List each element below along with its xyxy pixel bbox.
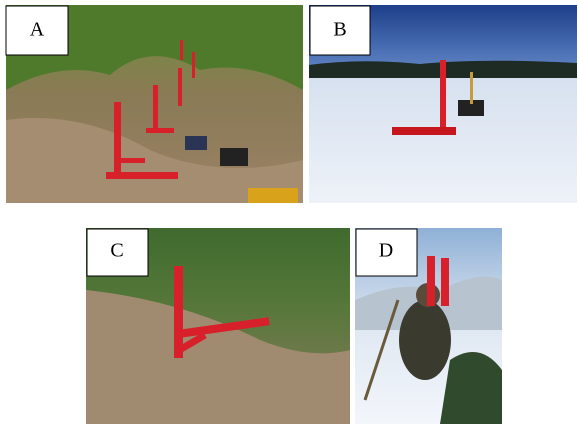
panel-label: D	[379, 240, 393, 262]
panel-label: A	[30, 19, 45, 41]
label-box	[5, 5, 69, 56]
label-box	[86, 228, 149, 277]
panel-label: B	[333, 19, 346, 41]
label-box	[355, 228, 418, 277]
panel-label: C	[110, 240, 123, 262]
photo-a	[6, 5, 303, 203]
label-box	[309, 5, 371, 56]
